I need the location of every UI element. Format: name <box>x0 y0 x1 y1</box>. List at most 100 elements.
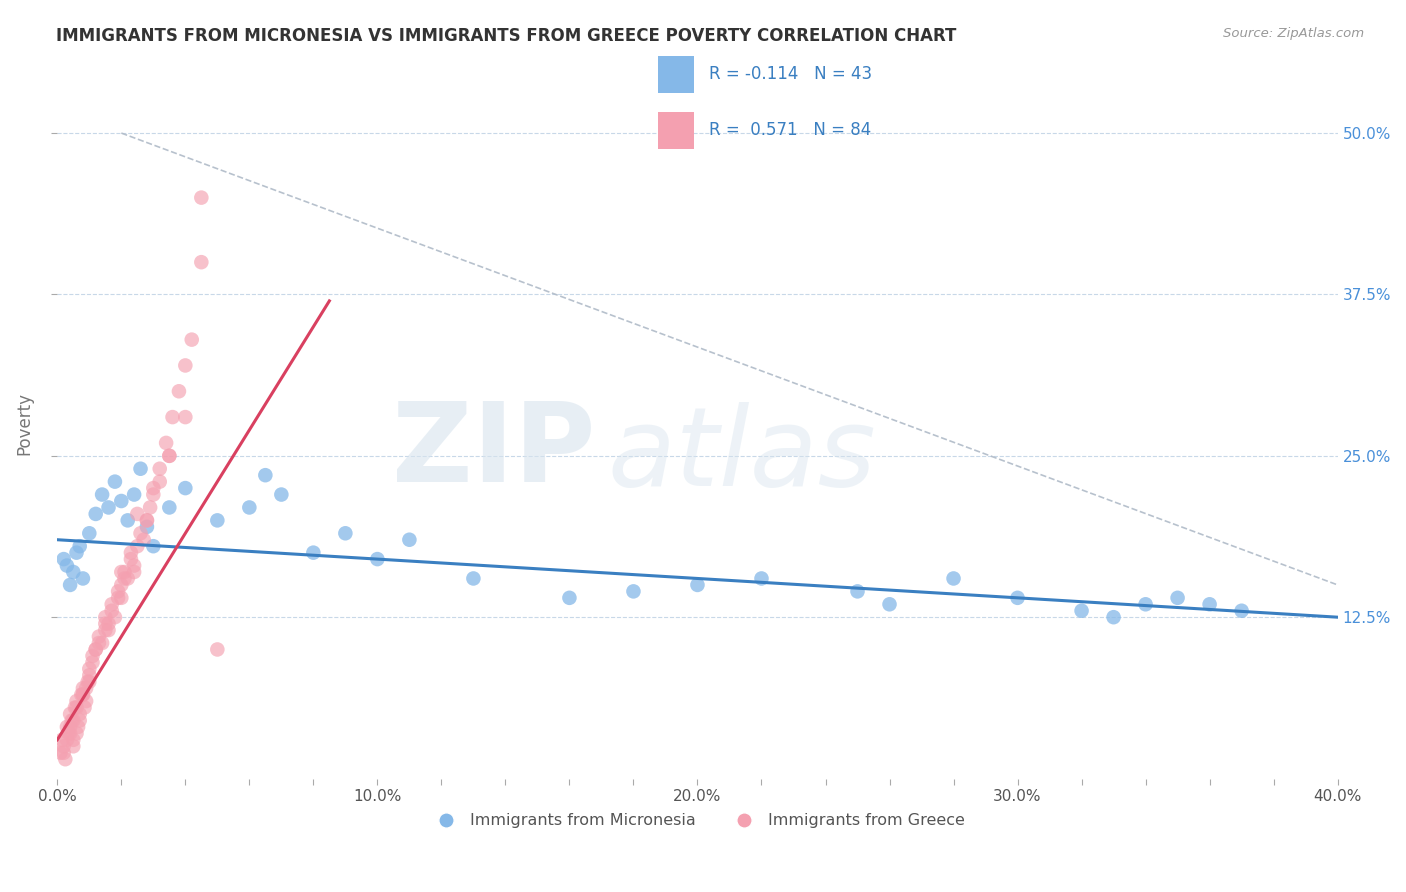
Point <box>100 604 122 618</box>
Point <box>70 688 93 702</box>
Point <box>56 720 79 734</box>
Point <box>142 487 165 501</box>
Text: R =  0.571   N = 84: R = 0.571 N = 84 <box>709 120 872 139</box>
Point <box>942 572 965 586</box>
Point <box>52 552 75 566</box>
Point <box>73 700 96 714</box>
Text: atlas: atlas <box>607 402 876 509</box>
Point <box>52 739 75 754</box>
Point <box>142 539 165 553</box>
Point <box>59 726 82 740</box>
Point <box>63 700 86 714</box>
Point <box>100 597 122 611</box>
Point <box>56 558 79 573</box>
Point <box>558 591 581 605</box>
Point <box>110 565 132 579</box>
Point <box>87 636 110 650</box>
Point <box>62 732 84 747</box>
Point <box>1198 597 1220 611</box>
Point <box>97 616 120 631</box>
Point <box>53 752 76 766</box>
Point <box>65 546 87 560</box>
Point <box>167 384 190 399</box>
Point <box>1167 591 1189 605</box>
Point <box>117 572 139 586</box>
Point <box>94 623 117 637</box>
Point <box>69 714 91 728</box>
Point <box>110 494 132 508</box>
FancyBboxPatch shape <box>658 56 695 94</box>
Text: R = -0.114   N = 43: R = -0.114 N = 43 <box>709 65 872 83</box>
Point <box>52 746 75 760</box>
Point <box>69 706 91 721</box>
Point <box>110 591 132 605</box>
Point <box>97 623 120 637</box>
Point <box>366 552 388 566</box>
Point <box>59 720 82 734</box>
Point <box>136 513 159 527</box>
Point <box>149 461 172 475</box>
Point <box>72 681 94 696</box>
Point <box>79 662 101 676</box>
Point <box>104 475 127 489</box>
Point <box>129 461 152 475</box>
Point <box>72 572 94 586</box>
Point <box>238 500 260 515</box>
Text: Source: ZipAtlas.com: Source: ZipAtlas.com <box>1223 27 1364 40</box>
Point <box>72 688 94 702</box>
Point <box>139 500 162 515</box>
Point <box>107 584 129 599</box>
Point <box>270 487 292 501</box>
Text: IMMIGRANTS FROM MICRONESIA VS IMMIGRANTS FROM GREECE POVERTY CORRELATION CHART: IMMIGRANTS FROM MICRONESIA VS IMMIGRANTS… <box>56 27 956 45</box>
Point <box>59 706 82 721</box>
Point <box>67 720 90 734</box>
Point <box>75 694 97 708</box>
Point <box>174 359 197 373</box>
Point <box>49 746 72 760</box>
Point <box>463 572 485 586</box>
Point <box>1102 610 1125 624</box>
Point <box>62 739 84 754</box>
Point <box>136 513 159 527</box>
Point <box>157 449 180 463</box>
Point <box>136 520 159 534</box>
Point <box>76 674 98 689</box>
Legend: Immigrants from Micronesia, Immigrants from Greece: Immigrants from Micronesia, Immigrants f… <box>423 806 972 835</box>
Point <box>79 526 101 541</box>
Point <box>127 507 149 521</box>
Point <box>69 539 91 553</box>
Point <box>58 726 80 740</box>
Point <box>129 526 152 541</box>
Point <box>335 526 357 541</box>
Point <box>1070 604 1092 618</box>
Point <box>94 610 117 624</box>
Point <box>127 539 149 553</box>
Point <box>87 630 110 644</box>
Point <box>1230 604 1253 618</box>
Point <box>122 558 145 573</box>
Point <box>623 584 645 599</box>
Point <box>122 487 145 501</box>
Point <box>207 642 229 657</box>
Point <box>79 674 101 689</box>
Point <box>107 591 129 605</box>
Point <box>82 656 104 670</box>
Point <box>114 572 136 586</box>
Point <box>157 500 180 515</box>
Point <box>879 597 901 611</box>
Point <box>190 255 212 269</box>
Point <box>180 333 202 347</box>
Point <box>110 578 132 592</box>
Point <box>254 468 277 483</box>
Point <box>157 449 180 463</box>
Point <box>120 546 142 560</box>
Point <box>75 681 97 696</box>
Point <box>1135 597 1157 611</box>
Point <box>97 500 120 515</box>
Point <box>51 732 73 747</box>
Point <box>84 642 107 657</box>
Point <box>104 610 127 624</box>
Point <box>65 700 87 714</box>
Point <box>65 726 87 740</box>
Point <box>398 533 420 547</box>
